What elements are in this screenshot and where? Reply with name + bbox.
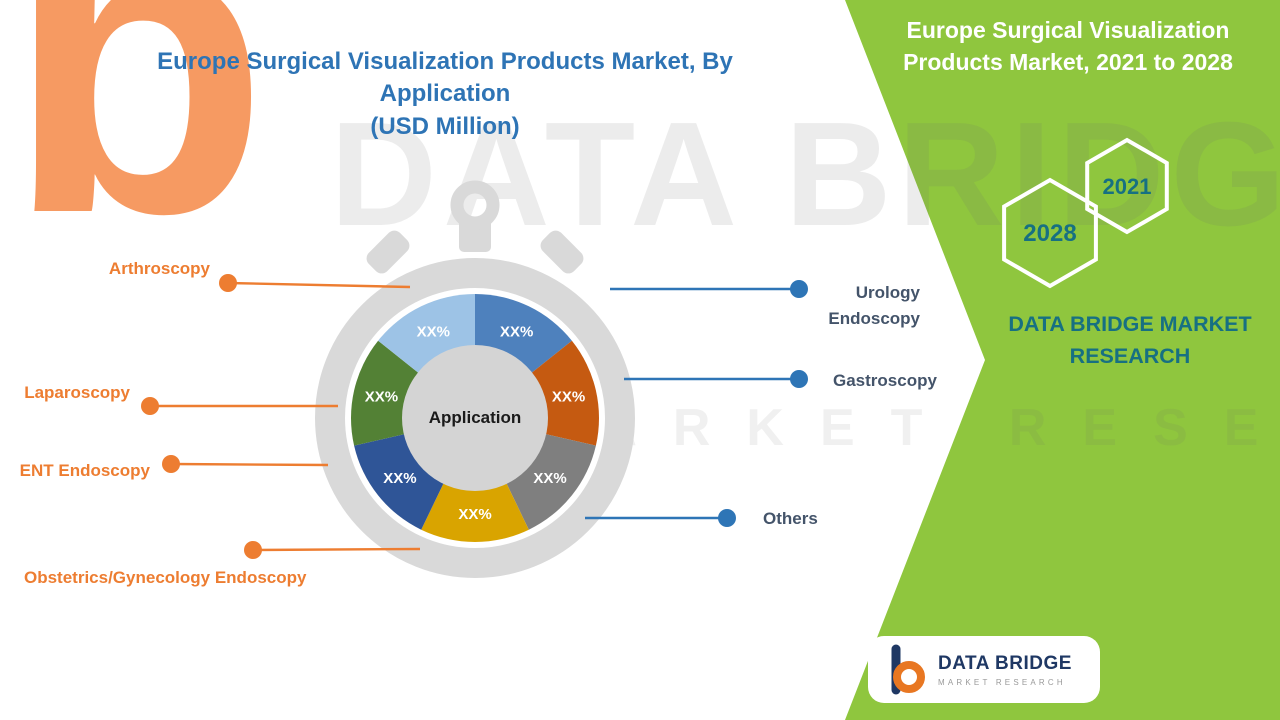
pie-center-hub: Application xyxy=(402,345,548,491)
stopwatch-left-lug xyxy=(366,230,410,274)
footer-logo-name: DATA BRIDGE xyxy=(938,652,1072,674)
leader-dot-urology-endoscopy xyxy=(790,280,808,298)
leader-dot-gastroscopy xyxy=(790,370,808,388)
legend-label-ent-endoscopy: ENT Endoscopy xyxy=(19,461,150,480)
pie-percentage-label: XX% xyxy=(458,506,491,523)
panel-heading: Europe Surgical Visualization Products M… xyxy=(903,17,1233,76)
chart-title-line2: (USD Million) xyxy=(370,112,520,140)
orange-logo-watermark: b xyxy=(6,0,269,303)
legend-label-urology-endoscopy: Urology Endoscopy xyxy=(828,283,920,329)
legend-label-others: Others xyxy=(763,509,818,528)
legend-label-laparoscopy: Laparoscopy xyxy=(24,383,130,402)
leader-dot-others xyxy=(718,509,736,527)
year-hexagons: 2028 2021 xyxy=(1002,137,1169,289)
footer-logo-subtitle: MARKET RESEARCH xyxy=(938,677,1066,687)
legend-label-gastroscopy: Gastroscopy xyxy=(833,371,937,390)
pie-center-label: Application xyxy=(428,408,522,427)
year-end-label: 2021 xyxy=(1103,174,1152,199)
legend-label-obgyn-endoscopy: Obstetrics/Gynecology Endoscopy xyxy=(24,568,307,587)
hexagon-2021 xyxy=(1085,137,1169,235)
hexagon-2028 xyxy=(1002,177,1098,289)
brand-name-text: DATA BRIDGE MARKET RESEARCH xyxy=(1008,312,1252,369)
pie-percentage-label: XX% xyxy=(500,324,533,341)
chart-title-line1: Europe Surgical Visualization Products M… xyxy=(157,48,733,108)
footer-logo-card: DATA BRIDGE MARKET RESEARCH xyxy=(868,636,1100,703)
pie-percent-labels-group: XX% XX% XX% XX% XX% XX% XX% xyxy=(365,324,586,524)
stopwatch-right-lug xyxy=(540,230,584,274)
legend-label-arthroscopy: Arthroscopy xyxy=(108,259,210,278)
databridge-logo-icon xyxy=(891,644,925,694)
leader-dot-obgyn-endoscopy xyxy=(244,541,262,559)
chart-title: Europe Surgical Visualization Products M… xyxy=(110,46,780,143)
pie-percentage-label: XX% xyxy=(365,389,398,406)
footer-logo-text: DATA BRIDGE MARKET RESEARCH xyxy=(938,653,1072,687)
pie-percentage-label: XX% xyxy=(552,389,585,406)
year-start-label: 2028 xyxy=(1023,220,1076,247)
pie-percentage-label: XX% xyxy=(417,324,450,341)
pie-percentage-label: XX% xyxy=(533,470,566,487)
leader-dot-laparoscopy xyxy=(141,397,159,415)
stopwatch-crown-ring xyxy=(450,180,500,230)
leader-dot-ent-endoscopy xyxy=(162,455,180,473)
pie-percentage-label: XX% xyxy=(383,470,416,487)
watermark-text-marketresearch: MARKET RESEARCH xyxy=(520,399,1280,457)
